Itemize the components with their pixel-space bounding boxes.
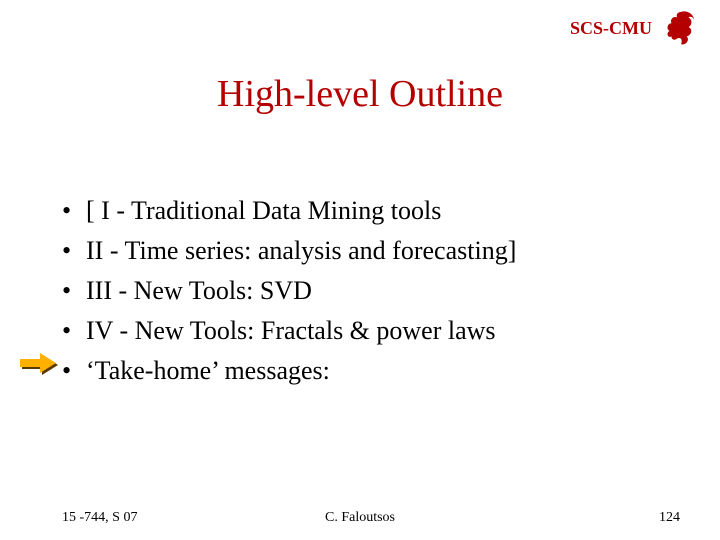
slide-title: High-level Outline — [0, 72, 720, 116]
footer-page-number: 124 — [659, 510, 680, 526]
bullet-item: • III - New Tools: SVD — [62, 272, 516, 310]
bullet-item: • IV - New Tools: Fractals & power laws — [62, 312, 516, 350]
bullet-list: • [ I - Traditional Data Mining tools • … — [62, 192, 516, 392]
dragon-shape — [668, 11, 695, 44]
bullet-marker: • — [62, 272, 86, 310]
dragon-logo-icon — [662, 8, 700, 48]
bullet-item: • II - Time series: analysis and forecas… — [62, 232, 516, 270]
bullet-text: IV - New Tools: Fractals & power laws — [86, 312, 496, 350]
bullet-marker: • — [62, 192, 86, 230]
bullet-marker: • — [62, 352, 86, 390]
bullet-marker: • — [62, 312, 86, 350]
bullet-text: [ I - Traditional Data Mining tools — [86, 192, 441, 230]
bullet-item: • ‘Take-home’ messages: — [62, 352, 516, 390]
bullet-text: III - New Tools: SVD — [86, 272, 312, 310]
arrow-shape — [20, 353, 56, 373]
bullet-text: II - Time series: analysis and forecasti… — [86, 232, 516, 270]
current-item-arrow-icon — [18, 350, 58, 376]
bullet-marker: • — [62, 232, 86, 270]
bullet-text: ‘Take-home’ messages: — [86, 352, 330, 390]
footer-author: C. Faloutsos — [0, 510, 720, 526]
header-institution-label: SCS-CMU — [570, 18, 652, 39]
bullet-item: • [ I - Traditional Data Mining tools — [62, 192, 516, 230]
